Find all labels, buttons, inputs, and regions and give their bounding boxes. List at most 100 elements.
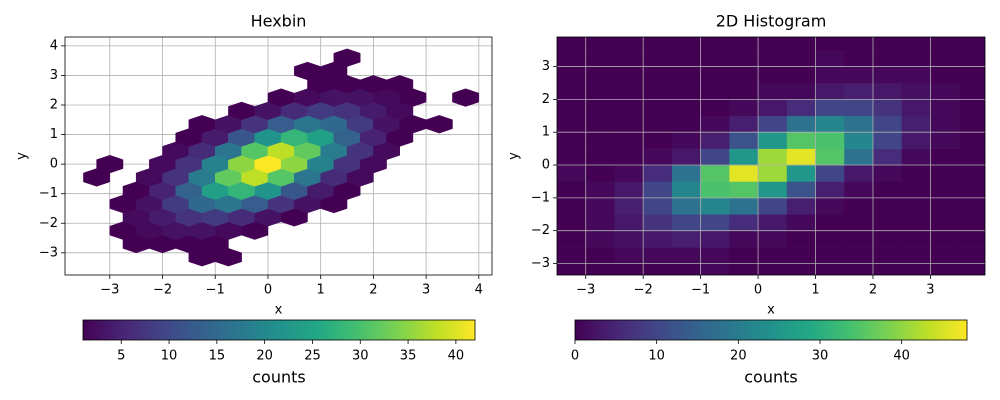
- hist2d-cell: [700, 50, 730, 67]
- hist2d-cell: [671, 197, 701, 215]
- x-tick-label: 1: [317, 283, 325, 298]
- hist2d-cell: [585, 181, 615, 199]
- hist2d-cell: [786, 50, 816, 67]
- hist2d-cell: [700, 263, 730, 275]
- hist2d-cell: [614, 82, 644, 100]
- hist2d-cell: [643, 50, 673, 67]
- y-tick-label: 3: [542, 59, 550, 74]
- hist2d-cell: [930, 247, 960, 264]
- hist2d-cell: [614, 247, 644, 264]
- hist2d-cell: [758, 247, 788, 264]
- hexbin-cell: [333, 48, 361, 67]
- hist2d-cell: [585, 132, 615, 149]
- hist2d-cell: [815, 99, 845, 117]
- hist2d-cell: [901, 230, 931, 248]
- hist2d-cell: [758, 132, 788, 149]
- colorbar-tick-label: 20: [730, 349, 747, 364]
- hist2d-cell: [643, 247, 673, 264]
- hist2d-cell: [901, 263, 931, 275]
- hist2d-cell: [959, 132, 985, 149]
- hist2d-cell: [758, 50, 788, 67]
- hist2d-cell: [643, 115, 673, 133]
- hist2d-cell: [700, 132, 730, 149]
- y-tick-label: 0: [542, 158, 550, 173]
- hist2d-cell: [959, 82, 985, 100]
- hist2d-cell: [557, 82, 587, 100]
- hist2d-cell: [786, 263, 816, 275]
- y-tick-label: 1: [542, 125, 550, 140]
- hist2d-cell: [901, 181, 931, 199]
- hist2d-cell: [557, 37, 587, 51]
- hist2d-cell: [815, 247, 845, 264]
- x-tick-label: 0: [754, 283, 762, 298]
- hist2d-cell: [844, 230, 874, 248]
- hist2d-cell: [930, 230, 960, 248]
- hist2d-cell: [930, 148, 960, 166]
- hist2d-cell: [930, 132, 960, 149]
- hist2d-cell: [671, 66, 701, 84]
- hist2d-cell: [557, 148, 587, 166]
- hist2d-cell: [614, 148, 644, 166]
- hist2d-cell: [671, 230, 701, 248]
- hist2d-cell: [901, 132, 931, 149]
- hexbin-cell: [452, 88, 480, 107]
- hist2d-cell: [844, 197, 874, 215]
- hist2d-cell: [758, 230, 788, 248]
- x-tick-label: −3: [576, 283, 595, 298]
- hist2d-cell: [815, 115, 845, 133]
- hist2d-cell: [614, 99, 644, 117]
- y-tick-label: 3: [50, 68, 58, 83]
- hist2d-cell: [901, 99, 931, 117]
- hist2d-cell: [959, 115, 985, 133]
- colorbar-label: counts: [252, 368, 305, 387]
- hist2d-cell: [815, 181, 845, 199]
- hist2d-cell: [557, 165, 587, 182]
- hist2d-cell: [643, 214, 673, 231]
- hist2d-cell: [643, 66, 673, 84]
- hist2d-cell: [557, 247, 587, 264]
- hist2d-cell: [844, 181, 874, 199]
- hist2d-cell: [585, 148, 615, 166]
- hist2d-cell: [585, 37, 615, 51]
- y-tick-label: −1: [39, 186, 58, 201]
- hist2d-cell: [815, 50, 845, 67]
- hist2d-cell: [901, 66, 931, 84]
- hist2d-cell: [872, 197, 902, 215]
- colorbar-tick-label: 30: [352, 349, 369, 364]
- hist2d-cell: [614, 66, 644, 84]
- hist2d-cell: [700, 66, 730, 84]
- hist2d-cell: [643, 263, 673, 275]
- x-tick-label: −1: [206, 283, 225, 298]
- hist2d-cell: [815, 197, 845, 215]
- hexbin-cell: [96, 154, 124, 174]
- hist2d-cell: [614, 165, 644, 182]
- hist2d-cell: [758, 263, 788, 275]
- hist2d-cell: [671, 247, 701, 264]
- hist2d-cell: [557, 50, 587, 67]
- hist2d-cell: [729, 115, 759, 133]
- colorbar-tick-label: 0: [571, 349, 579, 364]
- hist2d-cell: [872, 230, 902, 248]
- hist2d-cell: [844, 50, 874, 67]
- hist2d-cell: [758, 115, 788, 133]
- hist2d-cell: [643, 230, 673, 248]
- hist2d-cell: [758, 148, 788, 166]
- hist2d-cell: [872, 214, 902, 231]
- hist2d-cell: [844, 99, 874, 117]
- hist2d-cell: [758, 181, 788, 199]
- hist2d-cell: [930, 197, 960, 215]
- hist2d-cell: [643, 82, 673, 100]
- x-axis-label: x: [767, 303, 775, 318]
- hist2d-cell: [643, 99, 673, 117]
- x-tick-label: 2: [369, 283, 377, 298]
- hist2d-cell: [671, 99, 701, 117]
- x-tick-label: 3: [926, 283, 934, 298]
- x-tick-label: 0: [264, 283, 272, 298]
- hist2d-cell: [585, 66, 615, 84]
- hist2d-cell: [959, 230, 985, 248]
- x-tick-label: −2: [153, 283, 172, 298]
- hist2d-cell: [844, 66, 874, 84]
- y-axis-label: y: [507, 152, 522, 160]
- hist2d-cell: [557, 66, 587, 84]
- hist2d-cell: [758, 82, 788, 100]
